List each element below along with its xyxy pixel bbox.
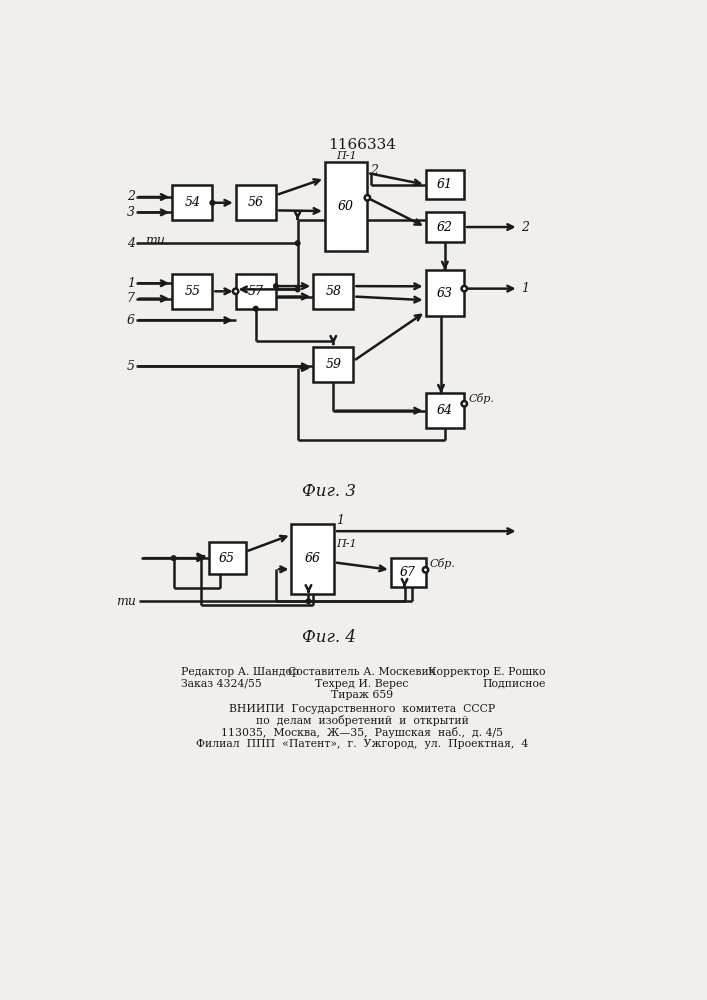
Bar — [325, 162, 368, 251]
Bar — [235, 185, 276, 220]
Text: 60: 60 — [338, 200, 354, 213]
Text: 1: 1 — [521, 282, 529, 295]
Bar — [313, 347, 354, 382]
Circle shape — [253, 306, 258, 311]
Circle shape — [210, 200, 215, 205]
Text: 66: 66 — [305, 552, 321, 565]
Bar — [235, 274, 276, 309]
Text: по  делам  изобретений  и  открытий: по делам изобретений и открытий — [255, 715, 469, 726]
Text: Техред И. Верес: Техред И. Верес — [315, 679, 409, 689]
Text: 59: 59 — [325, 358, 341, 371]
Bar — [172, 274, 212, 309]
Circle shape — [296, 287, 300, 292]
Text: 113035,  Москва,  Ж—35,  Раушская  наб.,  д. 4/5: 113035, Москва, Ж—35, Раушская наб., д. … — [221, 727, 503, 738]
Text: Филиал  ППП  «Патент»,  г.  Ужгород,  ул.  Проектная,  4: Филиал ППП «Патент», г. Ужгород, ул. Про… — [196, 739, 528, 749]
Text: 1: 1 — [127, 277, 135, 290]
Circle shape — [171, 556, 176, 560]
Text: Тираж 659: Тираж 659 — [331, 690, 393, 700]
Circle shape — [462, 286, 467, 291]
Text: 1: 1 — [337, 514, 344, 527]
Text: 65: 65 — [219, 552, 235, 565]
Text: П-1: П-1 — [337, 539, 357, 549]
Text: 2: 2 — [127, 190, 135, 204]
Bar — [313, 274, 354, 309]
Text: 63: 63 — [437, 287, 453, 300]
Circle shape — [296, 241, 300, 246]
Text: 57: 57 — [247, 285, 264, 298]
Text: ти: ти — [117, 595, 136, 608]
Text: Редактор А. Шандор: Редактор А. Шандор — [182, 667, 300, 677]
Text: 58: 58 — [325, 285, 341, 298]
Bar — [291, 524, 334, 594]
Text: Сбр.: Сбр. — [468, 393, 494, 404]
Bar — [209, 542, 246, 574]
Text: Подписное: Подписное — [482, 679, 546, 689]
Bar — [172, 185, 212, 220]
Text: Составитель А. Москевич: Составитель А. Москевич — [288, 667, 436, 677]
Text: 56: 56 — [247, 196, 264, 209]
Text: 6: 6 — [127, 314, 135, 327]
Text: 54: 54 — [185, 196, 200, 209]
Circle shape — [233, 289, 238, 294]
Bar — [426, 212, 464, 242]
Text: 3: 3 — [127, 206, 135, 219]
Text: 55: 55 — [185, 285, 200, 298]
Text: П-1: П-1 — [336, 151, 356, 161]
Text: 5: 5 — [127, 360, 135, 373]
Text: 67: 67 — [400, 566, 416, 579]
Text: 64: 64 — [437, 404, 453, 417]
Circle shape — [365, 195, 370, 200]
Text: 62: 62 — [437, 221, 453, 234]
Text: ВНИИПИ  Государственного  комитета  СССР: ВНИИПИ Государственного комитета СССР — [229, 704, 495, 714]
Text: ти: ти — [145, 234, 165, 247]
Bar — [426, 393, 464, 428]
Text: Заказ 4324/55: Заказ 4324/55 — [182, 679, 262, 689]
Text: Фиг. 3: Фиг. 3 — [302, 483, 356, 500]
Text: Сбр.: Сбр. — [429, 558, 455, 569]
Text: 61: 61 — [437, 178, 453, 191]
Circle shape — [306, 599, 311, 604]
Text: 4: 4 — [127, 237, 135, 250]
Text: Фиг. 4: Фиг. 4 — [302, 629, 356, 646]
Text: Корректор Е. Рошко: Корректор Е. Рошко — [428, 667, 546, 677]
Circle shape — [274, 284, 279, 288]
Text: 7: 7 — [127, 292, 135, 305]
Text: 2: 2 — [521, 221, 529, 234]
Bar — [426, 170, 464, 199]
Text: 1166334: 1166334 — [328, 138, 396, 152]
Text: 2: 2 — [370, 164, 378, 177]
Bar — [391, 558, 426, 587]
Bar — [426, 270, 464, 316]
Circle shape — [462, 401, 467, 406]
Circle shape — [423, 567, 428, 573]
